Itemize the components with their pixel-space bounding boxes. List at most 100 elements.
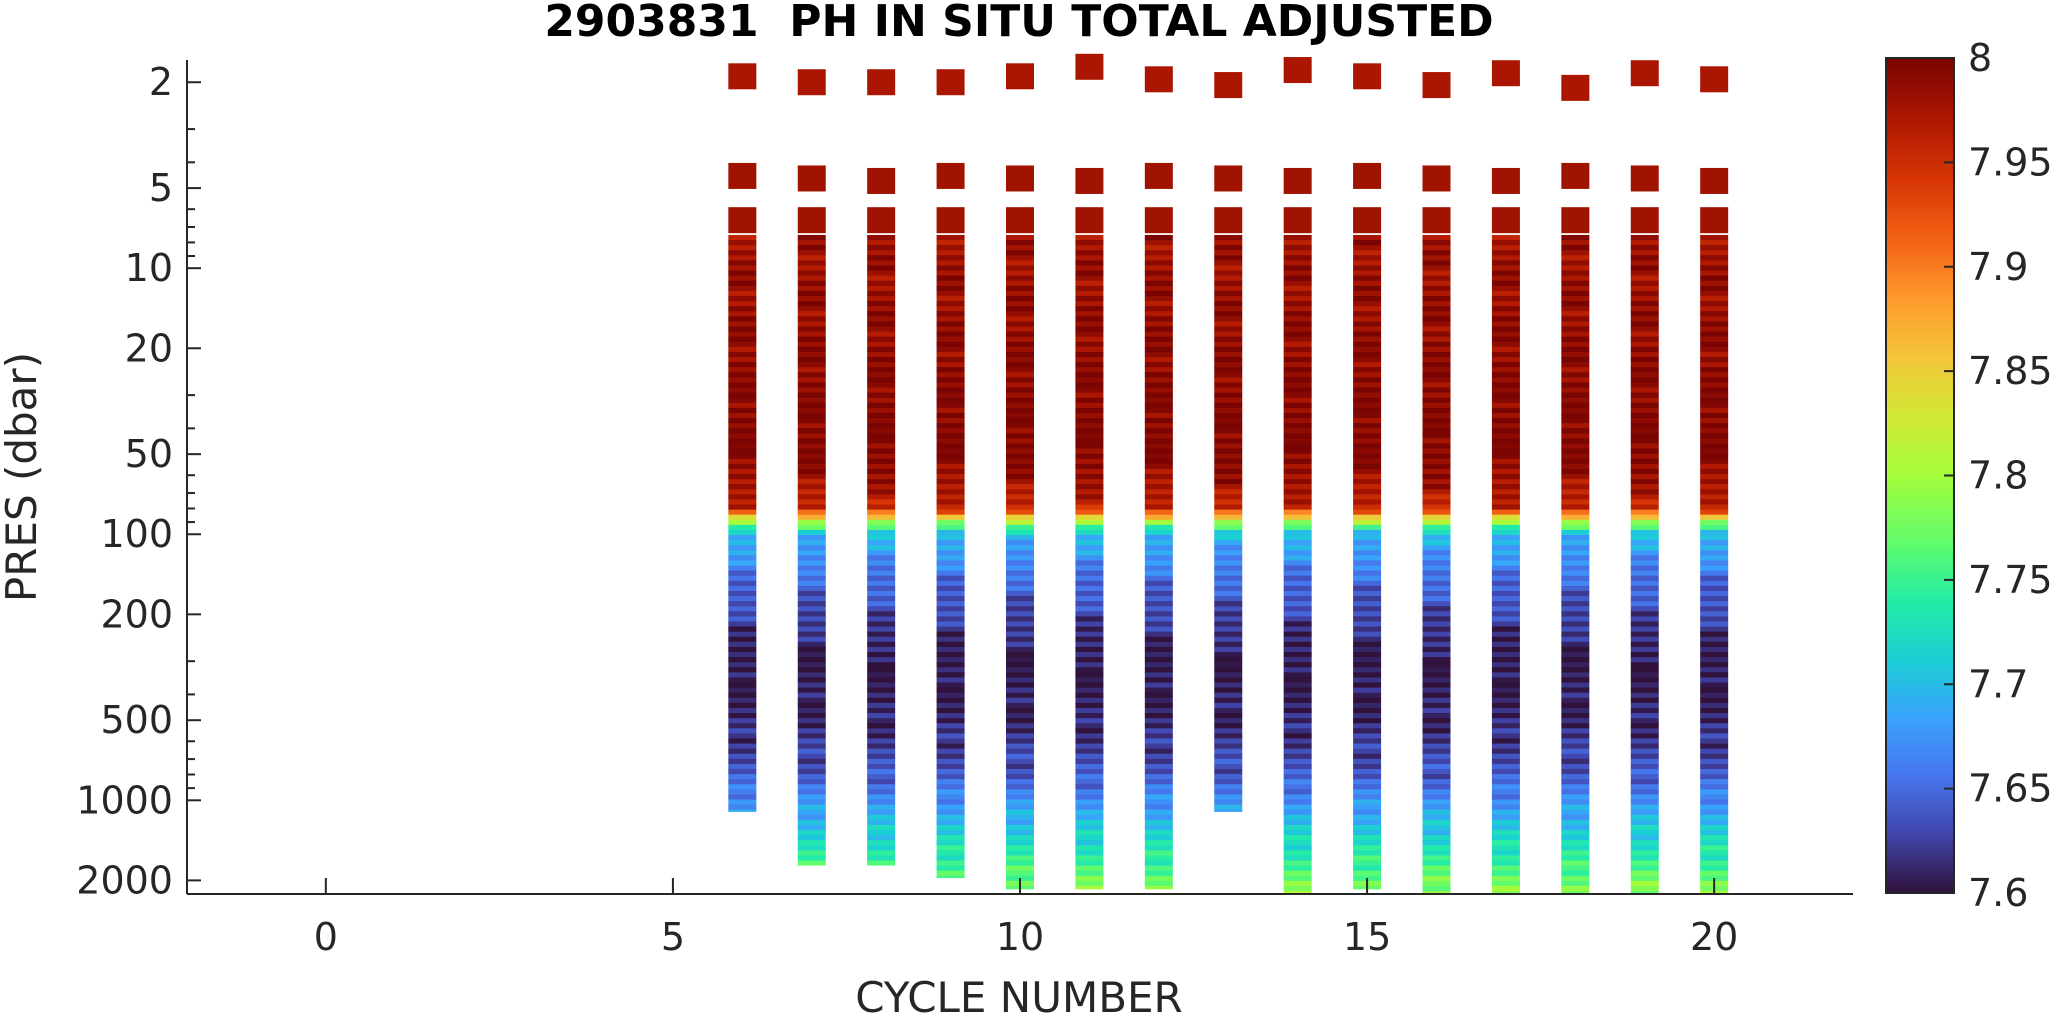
profile-cell xyxy=(1283,799,1312,806)
profile-cell xyxy=(1075,646,1104,653)
profile-cell xyxy=(1144,387,1173,394)
profile-cell xyxy=(1006,468,1034,475)
profile-cell xyxy=(1353,809,1382,816)
profile-cell xyxy=(1561,616,1590,623)
profile-cell xyxy=(1214,784,1243,790)
profile-cell xyxy=(1491,850,1520,857)
profile-cell xyxy=(1006,774,1034,780)
profile-cell xyxy=(1422,580,1451,587)
profile-cell xyxy=(1422,285,1451,292)
profile-cell xyxy=(867,494,896,501)
profile-cell xyxy=(1422,550,1451,556)
profile-cell xyxy=(1283,295,1312,302)
profile-cell xyxy=(1006,768,1034,775)
profile-cell xyxy=(1075,499,1104,506)
profile-cell xyxy=(1700,768,1729,775)
profile-cell xyxy=(936,580,965,587)
profile-cell xyxy=(1561,646,1590,653)
profile-cell xyxy=(936,768,965,775)
profile-cell xyxy=(1561,748,1590,755)
profile-cell xyxy=(1491,275,1520,282)
profile-cell xyxy=(867,540,896,546)
profile-cell xyxy=(1006,351,1034,358)
profile-cell xyxy=(797,250,826,256)
profile-cell xyxy=(867,743,896,750)
profile-cell xyxy=(936,351,965,358)
profile-cell xyxy=(797,504,826,511)
profile-cell xyxy=(1144,718,1173,724)
profile-cell xyxy=(1353,479,1382,485)
profile-cell xyxy=(1006,290,1034,297)
profile-cell xyxy=(867,484,896,490)
profile-cell xyxy=(1700,677,1729,684)
profile-cell xyxy=(728,397,757,404)
profile-cell xyxy=(1075,458,1104,465)
profile-cell xyxy=(1491,504,1520,511)
profile-cell xyxy=(1561,891,1590,895)
profile-cell xyxy=(1144,448,1173,455)
profile-cell xyxy=(797,387,826,394)
profile-cell xyxy=(1700,728,1729,734)
profile-cell xyxy=(1144,402,1173,409)
profile-cell xyxy=(1144,885,1173,890)
profile-cell xyxy=(1214,250,1243,256)
profile-cell xyxy=(1422,830,1451,836)
profile-cell xyxy=(1214,529,1243,536)
profile-cell xyxy=(1283,509,1312,516)
profile-cell xyxy=(1700,234,1729,241)
profile-cell xyxy=(1283,631,1312,638)
profile-cell xyxy=(1214,240,1243,246)
profile-cell xyxy=(1075,789,1104,796)
profile-cell xyxy=(1422,418,1451,424)
profile-cell xyxy=(1491,428,1520,434)
profile-cell xyxy=(1006,463,1034,470)
x-tick-label: 10 xyxy=(996,915,1044,959)
profile-cell xyxy=(1353,865,1382,872)
profile-cell xyxy=(867,489,896,495)
profile-cell xyxy=(936,707,965,714)
profile-cell xyxy=(1422,631,1451,638)
profile-cell xyxy=(1214,509,1243,516)
profile-cell xyxy=(1422,489,1451,495)
profile-cell xyxy=(867,265,896,272)
profile-cell xyxy=(1561,489,1590,495)
profile-cell xyxy=(1491,580,1520,587)
profile-cell xyxy=(1283,331,1312,338)
profile-cell xyxy=(1006,596,1034,602)
profile-cell xyxy=(1214,331,1243,338)
profile-cell xyxy=(1700,290,1729,297)
profile-cell xyxy=(1214,301,1243,307)
profile-cell xyxy=(1422,753,1451,760)
profile-cell xyxy=(1491,418,1520,424)
profile-cell xyxy=(1006,321,1034,328)
profile-cell xyxy=(1561,535,1590,541)
profile-cell xyxy=(1144,331,1173,338)
profile-cell xyxy=(1700,240,1729,246)
profile-cell xyxy=(1353,631,1382,638)
profile-cell xyxy=(1283,885,1312,892)
profile-cell xyxy=(728,585,757,592)
profile-cell xyxy=(936,402,965,409)
profile-cell xyxy=(1422,575,1451,582)
profile-cell xyxy=(1422,265,1451,272)
profile-cell xyxy=(1353,707,1382,714)
profile-cell xyxy=(1283,865,1312,872)
profile-cell xyxy=(936,748,965,755)
profile-cell xyxy=(1353,524,1382,531)
profile-cell xyxy=(1144,728,1173,734)
profile-cell xyxy=(1491,377,1520,384)
profile-cell xyxy=(1630,306,1659,312)
profile-cell xyxy=(936,397,965,404)
profile-cell xyxy=(1353,387,1382,394)
profile-cell xyxy=(1700,285,1729,292)
profile-cell xyxy=(1491,570,1520,577)
profile-cell xyxy=(1283,728,1312,734)
profile-cell xyxy=(1144,733,1173,740)
profile-cell xyxy=(797,362,826,368)
profile-cell xyxy=(936,245,965,251)
profile-cell xyxy=(797,611,826,617)
profile-cell xyxy=(1491,306,1520,312)
profile-cell xyxy=(1214,646,1243,653)
profile-cell xyxy=(1006,433,1034,439)
